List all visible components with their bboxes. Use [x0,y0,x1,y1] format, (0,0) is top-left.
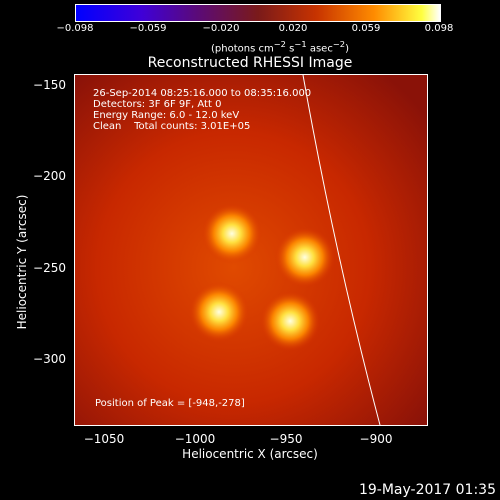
info-block: 26-Sep-2014 08:25:16.000 to 08:35:16.000… [93,88,311,132]
x-axis-label: Heliocentric X (arcsec) [182,447,318,461]
heatmap-image [75,75,427,425]
colorbar-tick: −0.098 [56,23,94,34]
y-axis-label: Heliocentric Y (arcsec) [15,194,29,330]
colorbar-unit-label: (photons cm−2 s−1 asec−2) [210,39,350,55]
x-tick-label: −950 [269,432,303,446]
xray-source [201,203,262,264]
y-tick-label: −150 [33,78,66,92]
x-tick-label: −900 [359,432,393,446]
peak-position-text: Position of Peak = [-948,-278] [95,398,245,409]
method-counts-text: Clean Total counts: 3.01E+05 [93,121,251,132]
xray-source [274,227,335,288]
plot-area [74,74,428,426]
solar-limb-arc [302,75,381,425]
y-tick-label: −250 [33,261,66,275]
colorbar-tick: −0.059 [129,23,167,34]
colorbar-tick: 0.020 [278,23,308,34]
footer-date: 19-May-2017 01:35 [358,482,496,498]
x-tick-label: −1000 [174,432,216,446]
x-tick-label: −1050 [83,432,125,446]
colorbar-tick: 0.059 [351,23,381,34]
xray-source [189,281,250,342]
xray-source [260,291,321,352]
colorbar [75,4,441,22]
y-tick-label: −300 [33,352,66,366]
y-tick-label: −200 [33,169,66,183]
colorbar-tick: 0.098 [424,23,454,34]
colorbar-tick: −0.020 [202,23,240,34]
detectors-text: Detectors: 3F 6F 9F, Att 0 [93,99,222,110]
chart-title: Reconstructed RHESSI Image [147,55,353,71]
energy-range-text: Energy Range: 6.0 - 12.0 keV [93,110,240,121]
time-range-text: 26-Sep-2014 08:25:16.000 to 08:35:16.000 [93,88,312,99]
